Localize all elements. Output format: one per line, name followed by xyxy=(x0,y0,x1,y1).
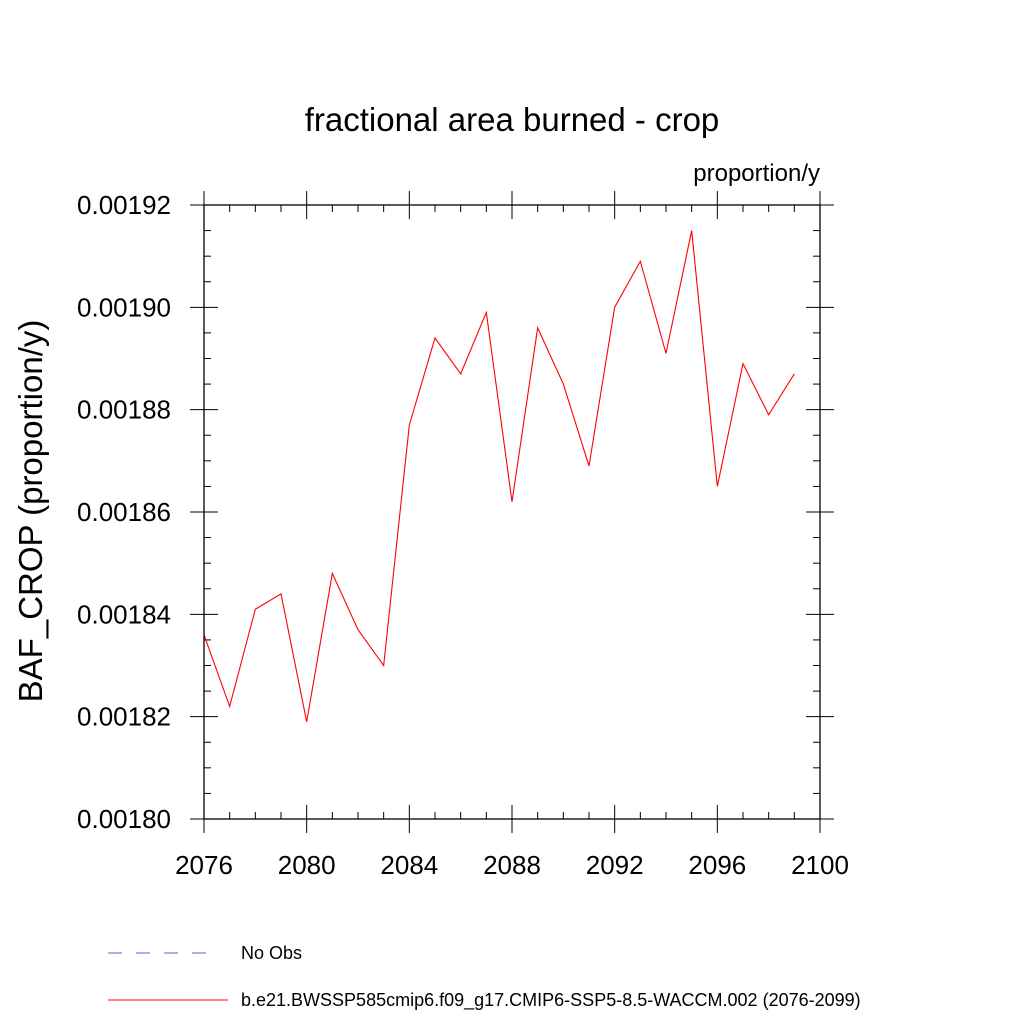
y-tick-label: 0.00182 xyxy=(77,702,171,732)
y-tick-label: 0.00192 xyxy=(77,190,171,220)
data-series xyxy=(203,230,795,722)
chart-title: fractional area burned - crop xyxy=(305,101,720,138)
y-tick-label: 0.00190 xyxy=(77,292,171,322)
y-tick-label: 0.00184 xyxy=(77,599,171,629)
x-tick-label: 2088 xyxy=(483,850,541,880)
units-label: proportion/y xyxy=(693,160,820,187)
x-tick-label: 2096 xyxy=(688,850,746,880)
legend: No Obs b.e21.BWSSP585cmip6.f09_g17.CMIP6… xyxy=(108,943,861,1011)
x-tick-label: 2076 xyxy=(175,850,233,880)
axis-ticks xyxy=(190,191,834,833)
y-axis-label: BAF_CROP (proportion/y) xyxy=(12,320,49,703)
y-tick-label: 0.00186 xyxy=(77,497,171,527)
x-tick-label: 2100 xyxy=(791,850,849,880)
y-tick-label: 0.00180 xyxy=(77,804,171,834)
legend-label-no-obs: No Obs xyxy=(241,943,302,963)
legend-label-model-run: b.e21.BWSSP585cmip6.f09_g17.CMIP6-SSP5-8… xyxy=(241,990,861,1011)
plot-frame xyxy=(203,204,821,820)
series-line xyxy=(203,230,795,722)
y-tick-label: 0.00188 xyxy=(77,395,171,425)
axis-tick-labels: 2076 2080 2084 2088 2092 2096 2100 0.00180 0.001… xyxy=(77,190,849,880)
x-tick-label: 2080 xyxy=(278,850,336,880)
x-tick-label: 2084 xyxy=(380,850,438,880)
x-tick-label: 2092 xyxy=(586,850,644,880)
